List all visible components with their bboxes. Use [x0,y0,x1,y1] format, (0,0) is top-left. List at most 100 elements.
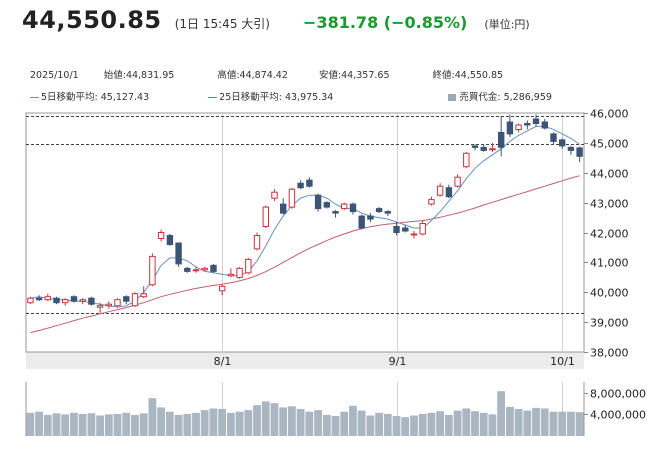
volume-bar [549,411,558,436]
volume-bar [331,416,340,436]
candle-up [341,203,348,210]
volume-bar [436,411,444,436]
candle-up [245,258,252,274]
candle-up [131,293,139,307]
volume-tick-label: 4,000,000 [590,409,646,422]
volume-bar [235,411,244,436]
candle-up [428,199,435,205]
volume-bar [165,411,174,436]
legend-ma25: 25日移動平均: 43,975.34 [208,92,333,103]
volume-bar [174,414,183,436]
volume-bar [192,412,200,436]
candle-down [184,267,191,272]
candle-up [27,297,34,304]
candle-up [253,235,261,250]
x-tick-label: 8/1 [214,355,232,368]
price-tick-label: 42,000 [590,228,629,241]
volume-bar [218,409,226,436]
ma25-line [30,175,580,334]
candle-up [149,255,156,286]
volume-bar [288,406,296,436]
volume-bar [514,409,523,436]
volume-bar [322,414,331,436]
candle-down [53,297,60,304]
volume-bar [244,410,253,436]
candle-down [541,121,548,129]
volume-bar [462,408,471,436]
candle-down [210,264,217,272]
volume-bar [575,412,584,436]
price-tick-label: 44,000 [590,168,629,181]
candle-down [175,242,182,265]
volume-bar [558,411,567,436]
volume-swatch [448,94,457,101]
volume-bar [488,414,497,436]
high-label: 高値: [217,70,240,81]
quote-time: (1日 15:45 大引) [174,17,270,31]
low-value: 44,357.65 [341,70,390,81]
volume-bar [453,410,462,436]
candle-down [297,182,304,189]
current-price: 44,550.85 [22,6,162,34]
volume-bar [540,408,549,436]
candle-down [402,227,409,232]
volume-bar [26,412,35,436]
volume-bar [410,415,418,436]
candle-down [314,194,322,210]
candle-up [436,185,444,196]
candle-down [375,208,383,213]
candle-down [524,123,531,126]
candle-up [114,299,121,307]
volume-bar [253,405,261,436]
candle-up [105,303,112,307]
volume-bar [444,414,453,436]
candle-down [480,146,487,151]
candle-down [35,297,43,301]
volume-bar [340,411,349,436]
candle-up [201,267,208,271]
candle-down [88,297,95,305]
price-tick-label: 40,000 [590,287,629,300]
volume-tick-label: 8,000,000 [590,388,646,401]
volume-bar [227,412,235,436]
price-plot-frame [25,112,585,353]
candle-up [454,176,461,187]
volume-bar [296,409,305,436]
volume-bar [375,412,383,436]
candle-up [410,233,418,236]
change-percent: (−0.85%) [383,13,468,32]
candle-up [227,273,235,277]
low-label: 安値: [318,70,342,81]
candle-up [219,285,226,292]
candle-down [393,226,400,233]
volume-bar [122,412,131,436]
volume-bar [139,413,148,436]
candle-down [70,296,78,302]
candle-up [96,305,104,308]
volume-bar [104,414,113,436]
candle-down [358,215,365,229]
volume-bar [479,412,488,436]
volume-bar [532,407,540,436]
candle-down [559,139,566,147]
unit-label: (単位:円) [484,18,530,31]
volume-bar [427,412,436,436]
volume-label: 売買代金: 5,286,959 [459,92,552,103]
candle-down [166,235,174,245]
volume-bar [78,413,87,436]
volume-bar [87,413,96,436]
volume-bar [401,417,410,436]
ma25-label: 25日移動平均: 43,975.34 [219,92,334,103]
ma5-label: 5日移動平均: 45,127.43 [41,92,150,103]
x-tick-label: 9/1 [389,355,407,368]
volume-bar [314,410,322,436]
ohlc-date: 2025/10/1 [30,70,79,81]
volume-bar [523,410,532,436]
volume-bar [366,415,375,436]
candle-down [306,179,313,187]
candle-up [515,124,522,130]
volume-bar [113,413,122,436]
candle-up [288,188,296,208]
volume-bar [471,411,479,436]
